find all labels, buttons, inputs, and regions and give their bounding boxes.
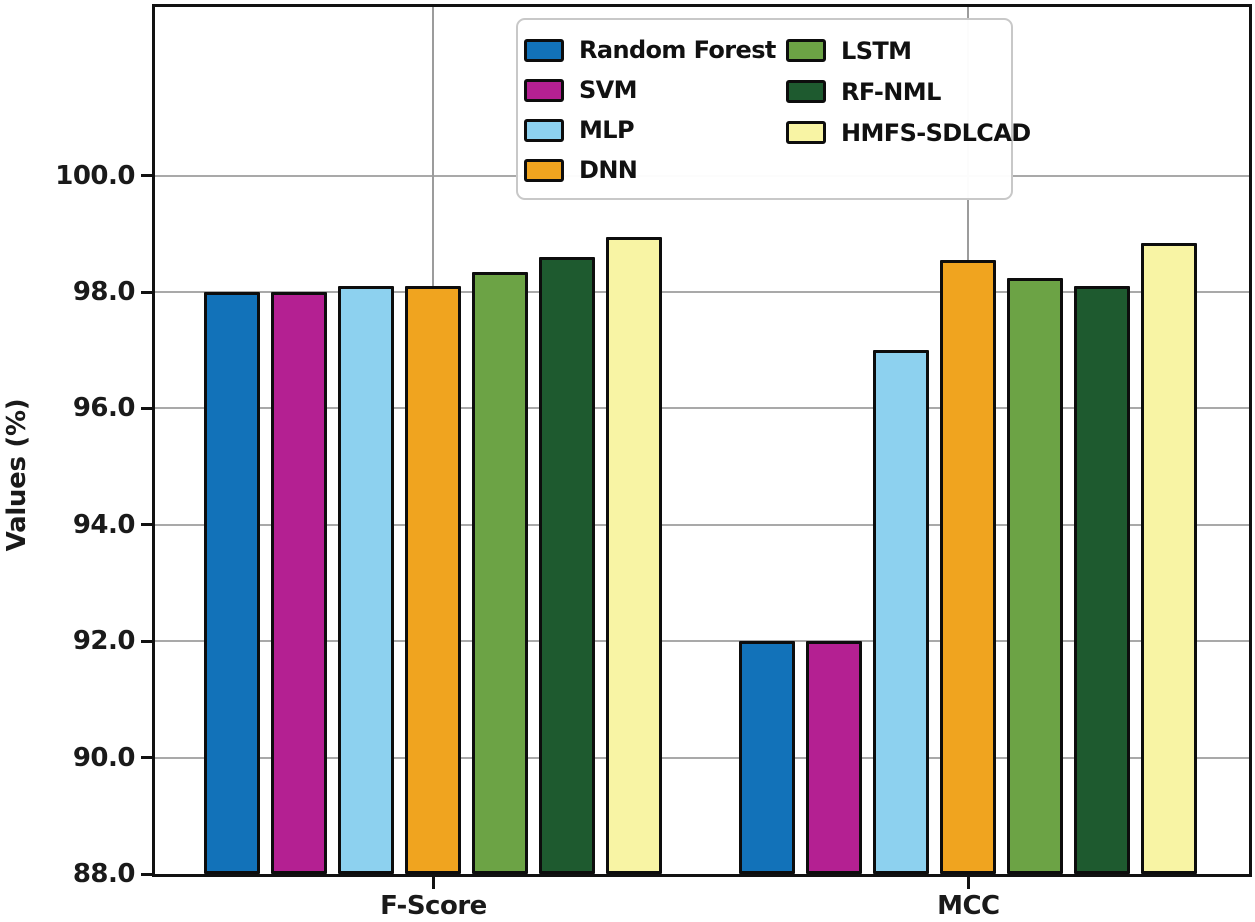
x-tick-mark — [431, 877, 435, 889]
legend-swatch-icon — [786, 39, 826, 62]
gridline-y-96.0 — [155, 407, 1249, 410]
legend-swatch-icon — [524, 38, 564, 62]
y-tick-mark — [141, 523, 154, 527]
bar-dnn-f-score — [405, 286, 462, 874]
legend-column-1: Random Forest SVM MLP DNN — [524, 30, 786, 190]
legend-column-2: LSTM RF-NML HMFS-SDLCAD — [786, 30, 1031, 190]
legend-item-mlp: MLP — [524, 110, 786, 150]
legend-swatch-icon — [524, 118, 564, 142]
legend-item-hmfs-sdlcad: HMFS-SDLCAD — [786, 112, 1031, 153]
y-tick-mark — [141, 406, 154, 410]
gridline-y-92.0 — [155, 640, 1249, 643]
bar-hmfs-sdlcad-f-score — [606, 236, 663, 874]
y-tick-mark — [141, 756, 154, 760]
bar-mlp-f-score — [338, 286, 395, 874]
y-tick-mark — [141, 639, 154, 643]
legend-item-rf-nml: RF-NML — [786, 71, 1001, 112]
legend-swatch-icon — [524, 78, 564, 102]
legend-swatch-icon — [786, 80, 826, 103]
bar-lstm-f-score — [472, 271, 529, 874]
y-tick-label-96.0: 96.0 — [72, 393, 136, 424]
bar-rf-nml-f-score — [539, 257, 596, 874]
y-tick-label-98.0: 98.0 — [72, 277, 136, 308]
legend-label: Random Forest — [579, 36, 776, 64]
gridline-y-94.0 — [155, 523, 1249, 526]
legend: Random Forest SVM MLP DNN LSTM RF-NML HMFS-SD… — [516, 18, 1031, 200]
x-tick-label-MCC: MCC — [937, 891, 1000, 921]
y-tick-mark — [141, 174, 154, 178]
legend-item-random-forest: Random Forest — [524, 30, 786, 70]
x-tick-mark — [966, 877, 970, 889]
legend-label: RF-NML — [841, 77, 941, 106]
bar-random-forest-mcc — [739, 641, 796, 874]
bar-lstm-mcc — [1007, 277, 1064, 874]
y-tick-label-94.0: 94.0 — [72, 509, 136, 540]
y-tick-label-92.0: 92.0 — [72, 626, 136, 657]
legend-label: DNN — [579, 156, 638, 184]
bar-rf-nml-mcc — [1074, 286, 1131, 874]
legend-item-svm: SVM — [524, 70, 786, 110]
legend-label: HMFS-SDLCAD — [841, 118, 1031, 147]
x-tick-label-F-Score: F-Score — [380, 891, 487, 921]
legend-swatch-icon — [524, 158, 564, 182]
legend-item-dnn: DNN — [524, 150, 786, 190]
y-tick-label-100.0: 100.0 — [55, 160, 135, 191]
legend-item-lstm: LSTM — [786, 30, 1001, 71]
legend-label: SVM — [579, 76, 638, 104]
y-tick-label-90.0: 90.0 — [72, 742, 136, 773]
gridline-y-98.0 — [155, 291, 1249, 294]
gridline-y-90.0 — [155, 756, 1249, 759]
y-axis-title: Values (%) — [2, 398, 32, 552]
bar-mlp-mcc — [873, 350, 930, 874]
legend-label: MLP — [579, 116, 635, 144]
y-tick-mark — [141, 290, 154, 294]
bar-svm-f-score — [271, 292, 328, 874]
y-tick-label-88.0: 88.0 — [72, 859, 136, 889]
bar-svm-mcc — [806, 641, 863, 874]
legend-swatch-icon — [786, 121, 826, 144]
legend-label: LSTM — [841, 36, 912, 65]
bar-random-forest-f-score — [204, 292, 261, 874]
bar-dnn-mcc — [940, 260, 997, 874]
y-tick-mark — [141, 872, 154, 876]
bar-hmfs-sdlcad-mcc — [1141, 242, 1198, 874]
